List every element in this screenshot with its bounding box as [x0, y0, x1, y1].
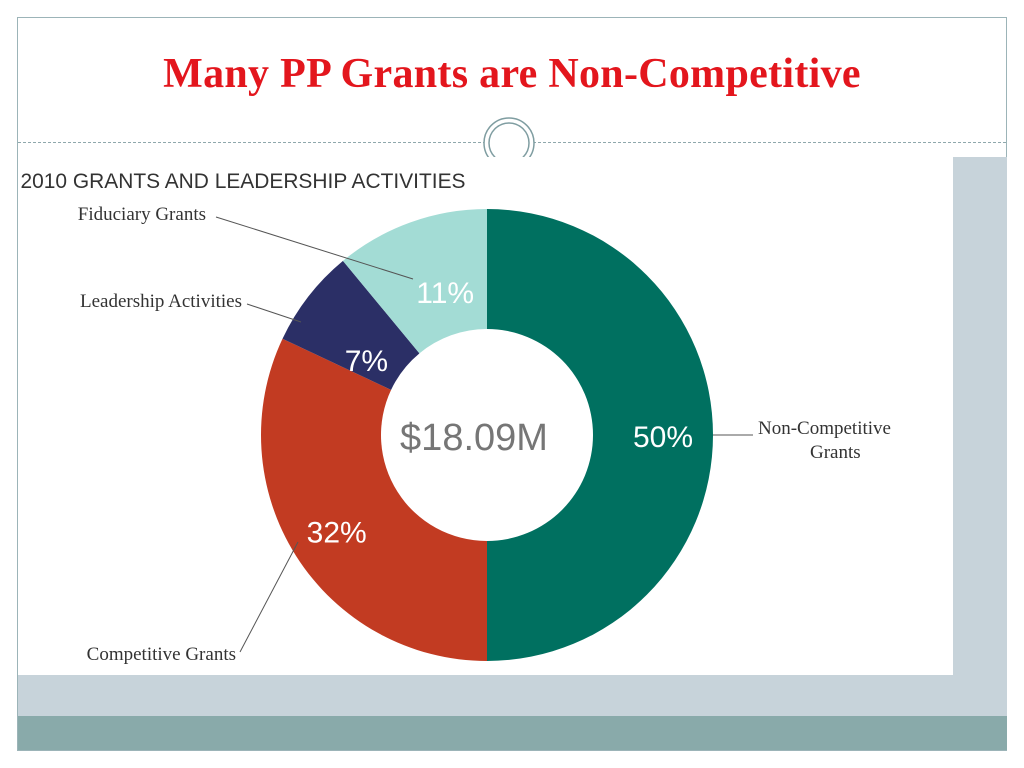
slice-non-competitive-grants	[487, 209, 713, 661]
chart-title: 2010 GRANTS AND LEADERSHIP ACTIVITIES	[21, 170, 466, 193]
percent-label-leadership-activities: 7%	[345, 345, 388, 378]
chart-image: 2010 GRANTS AND LEADERSHIP ACTIVITIES 50…	[18, 157, 953, 675]
side-panel	[953, 157, 1007, 675]
donut-chart: 2010 GRANTS AND LEADERSHIP ACTIVITIES 50…	[21, 170, 891, 665]
leader-line-leadership-activities	[246, 303, 302, 323]
slice-leadership-activities	[282, 260, 420, 390]
category-label-competitive-grants: Competitive Grants	[87, 644, 236, 665]
leader-line-competitive-grants	[239, 541, 299, 653]
slice-competitive-grants	[261, 338, 487, 661]
center-value-label: $18.09M	[400, 417, 548, 459]
percent-label-fiduciary-grants: 11%	[416, 277, 474, 310]
footer-band	[18, 716, 1007, 750]
category-label-leadership-activities: Leadership Activities	[80, 291, 242, 312]
leader-line-fiduciary-grants	[215, 216, 414, 280]
percent-label-non-competitive-grants: 50%	[633, 421, 693, 454]
percent-label-competitive-grants: 32%	[307, 516, 367, 549]
category-label-fiduciary-grants: Fiduciary Grants	[78, 204, 206, 225]
category-label-non-competitive-grants: Non-Competitive Grants	[758, 418, 891, 463]
slice-fiduciary-grants	[342, 209, 487, 354]
bottom-band	[18, 675, 1007, 716]
slide-title: Many PP Grants are Non-Competitive	[163, 51, 861, 97]
